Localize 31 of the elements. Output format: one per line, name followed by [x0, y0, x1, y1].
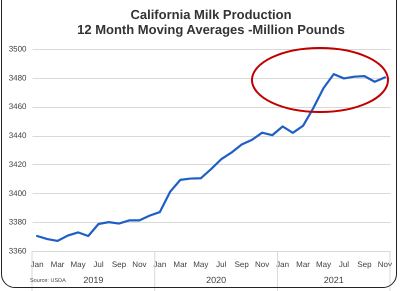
x-tick-label: Mar	[296, 260, 310, 269]
y-tick-label: 3400	[8, 188, 28, 198]
line-series	[36, 73, 386, 242]
text: 2020	[206, 275, 226, 285]
y-tick-label: 3420	[8, 160, 28, 169]
x-tick-label: Mar	[173, 260, 188, 269]
y-tick-label: 3380	[8, 218, 28, 227]
y-tick-label: 3440	[8, 131, 28, 140]
x-tick-label: Jan	[30, 260, 44, 269]
x-tick-label: Jan	[153, 260, 166, 269]
x-tick-label: Nov	[132, 260, 147, 269]
x-tick-label: Jan	[276, 260, 290, 269]
x-tick-label: May	[316, 260, 332, 269]
x-tick-label: Jul	[216, 260, 227, 269]
y-tick-label: 3480	[8, 73, 28, 82]
chart-title: California Milk Production	[130, 7, 292, 22]
x-tick-label: Jul	[93, 260, 104, 269]
x-tick-label: Nov	[255, 260, 270, 269]
y-tick-label: 3460	[8, 102, 28, 112]
text: 2021	[324, 275, 344, 285]
y-tick-label: 3360	[8, 246, 28, 256]
x-tick-label: Mar	[50, 260, 65, 269]
x-tick-label: Sep	[357, 260, 372, 269]
x-tick-label: May	[193, 260, 208, 269]
chart-subtitle: 12 Month Moving Averages -Million Pounds	[77, 22, 345, 37]
text: 2019	[83, 275, 104, 285]
y-tick-label: 3500	[8, 44, 28, 54]
x-tick-label: Sep	[234, 260, 250, 269]
x-tick-label: Sep	[112, 260, 127, 269]
x-tick-label: May	[70, 260, 86, 269]
x-tick-label: Jul	[338, 260, 350, 269]
